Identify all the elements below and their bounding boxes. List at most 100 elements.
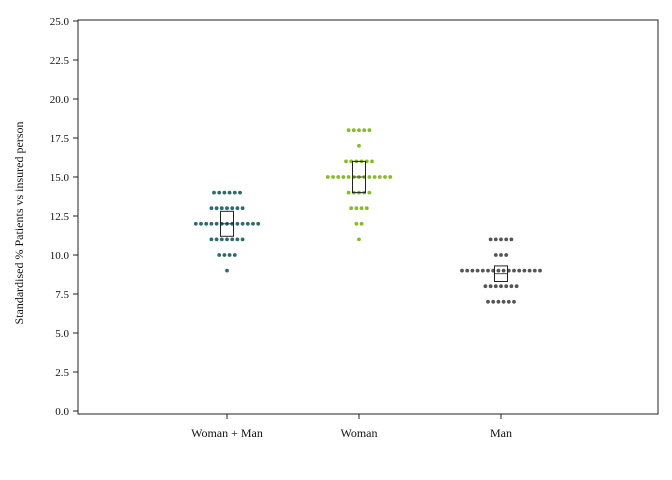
data-point (245, 221, 250, 226)
data-point (351, 128, 356, 133)
data-point (532, 268, 537, 273)
data-point (227, 190, 232, 195)
data-point (341, 175, 346, 179)
data-point (227, 253, 232, 257)
data-point (212, 190, 216, 195)
data-point (251, 221, 255, 226)
data-point (209, 237, 214, 242)
y-tick-label: 0.0 (55, 406, 69, 418)
data-point (238, 190, 242, 195)
data-point (240, 237, 245, 242)
data-point (377, 175, 382, 179)
data-point (209, 206, 214, 211)
x-category-label: Man (490, 426, 512, 440)
data-point (219, 237, 224, 242)
data-point (483, 284, 488, 289)
data-point (372, 175, 377, 179)
y-tick-label: 7.5 (55, 289, 69, 301)
data-point (460, 268, 464, 273)
data-point (225, 268, 229, 273)
data-point (362, 128, 367, 133)
data-point (336, 175, 341, 179)
data-point (325, 175, 330, 179)
data-point (480, 268, 485, 273)
data-point (214, 221, 219, 226)
y-tick-label: 25.0 (50, 16, 70, 28)
data-point (357, 128, 361, 133)
data-point (496, 268, 501, 273)
data-point (383, 175, 387, 179)
y-tick-label: 12.5 (50, 211, 70, 223)
data-points (193, 128, 542, 304)
data-point (193, 221, 198, 226)
data-point (230, 237, 235, 242)
data-point (499, 253, 503, 257)
x-axis: Woman + Man Woman Man (191, 414, 512, 440)
data-point (230, 206, 235, 211)
data-point (514, 284, 519, 289)
data-point (357, 143, 361, 148)
data-point (240, 206, 245, 211)
data-point (225, 237, 229, 242)
data-point (359, 221, 364, 226)
data-point (522, 268, 527, 273)
data-point (214, 237, 219, 242)
y-tick-label: 10.0 (50, 250, 70, 262)
data-point (367, 128, 372, 133)
data-point (222, 190, 227, 195)
data-point (256, 221, 261, 226)
data-point (527, 268, 532, 273)
data-point (235, 237, 240, 242)
data-point (465, 268, 470, 273)
data-point (512, 299, 516, 304)
data-point (349, 206, 354, 211)
data-point (232, 190, 237, 195)
data-point (240, 221, 245, 226)
data-point (509, 237, 514, 242)
data-point (199, 221, 203, 226)
data-point (217, 253, 222, 257)
data-point (504, 237, 509, 242)
data-point (496, 299, 501, 304)
data-point (509, 284, 514, 289)
data-point (486, 299, 490, 304)
data-point (235, 206, 240, 211)
x-category-label: Woman + Man (191, 426, 263, 440)
data-point (331, 175, 335, 179)
data-point (346, 190, 351, 195)
y-axis-title: Standardised % Patients vs insured perso… (12, 122, 26, 325)
data-point (344, 159, 348, 164)
data-point (219, 206, 224, 211)
plot-frame (77, 19, 659, 415)
summary-boxes (220, 160, 508, 283)
data-point (488, 237, 493, 242)
data-point (235, 221, 240, 226)
data-point (493, 237, 498, 242)
data-point (388, 175, 393, 179)
x-category-label: Woman (340, 426, 377, 440)
data-point (346, 175, 351, 179)
data-point (486, 268, 490, 273)
data-point (370, 159, 374, 164)
data-point (204, 221, 209, 226)
y-tick-label: 5.0 (55, 328, 69, 340)
data-point (357, 237, 361, 242)
data-point (225, 206, 229, 211)
data-point (538, 268, 542, 273)
data-point (367, 175, 372, 179)
data-point (504, 253, 509, 257)
data-point (493, 284, 498, 289)
data-point (470, 268, 475, 273)
data-point (367, 190, 372, 195)
y-axis: 0.0 2.5 5.0 7.5 10.0 12.5 15.0 17.5 20.0 22.5 25.0 (50, 16, 78, 418)
y-tick-label: 2.5 (55, 367, 69, 379)
data-point (491, 299, 496, 304)
data-point (209, 221, 214, 226)
data-point (232, 253, 237, 257)
y-tick-label: 20.0 (50, 94, 70, 106)
data-point (214, 206, 219, 211)
y-tick-label: 15.0 (50, 172, 70, 184)
data-point (499, 284, 503, 289)
data-point (217, 190, 222, 195)
